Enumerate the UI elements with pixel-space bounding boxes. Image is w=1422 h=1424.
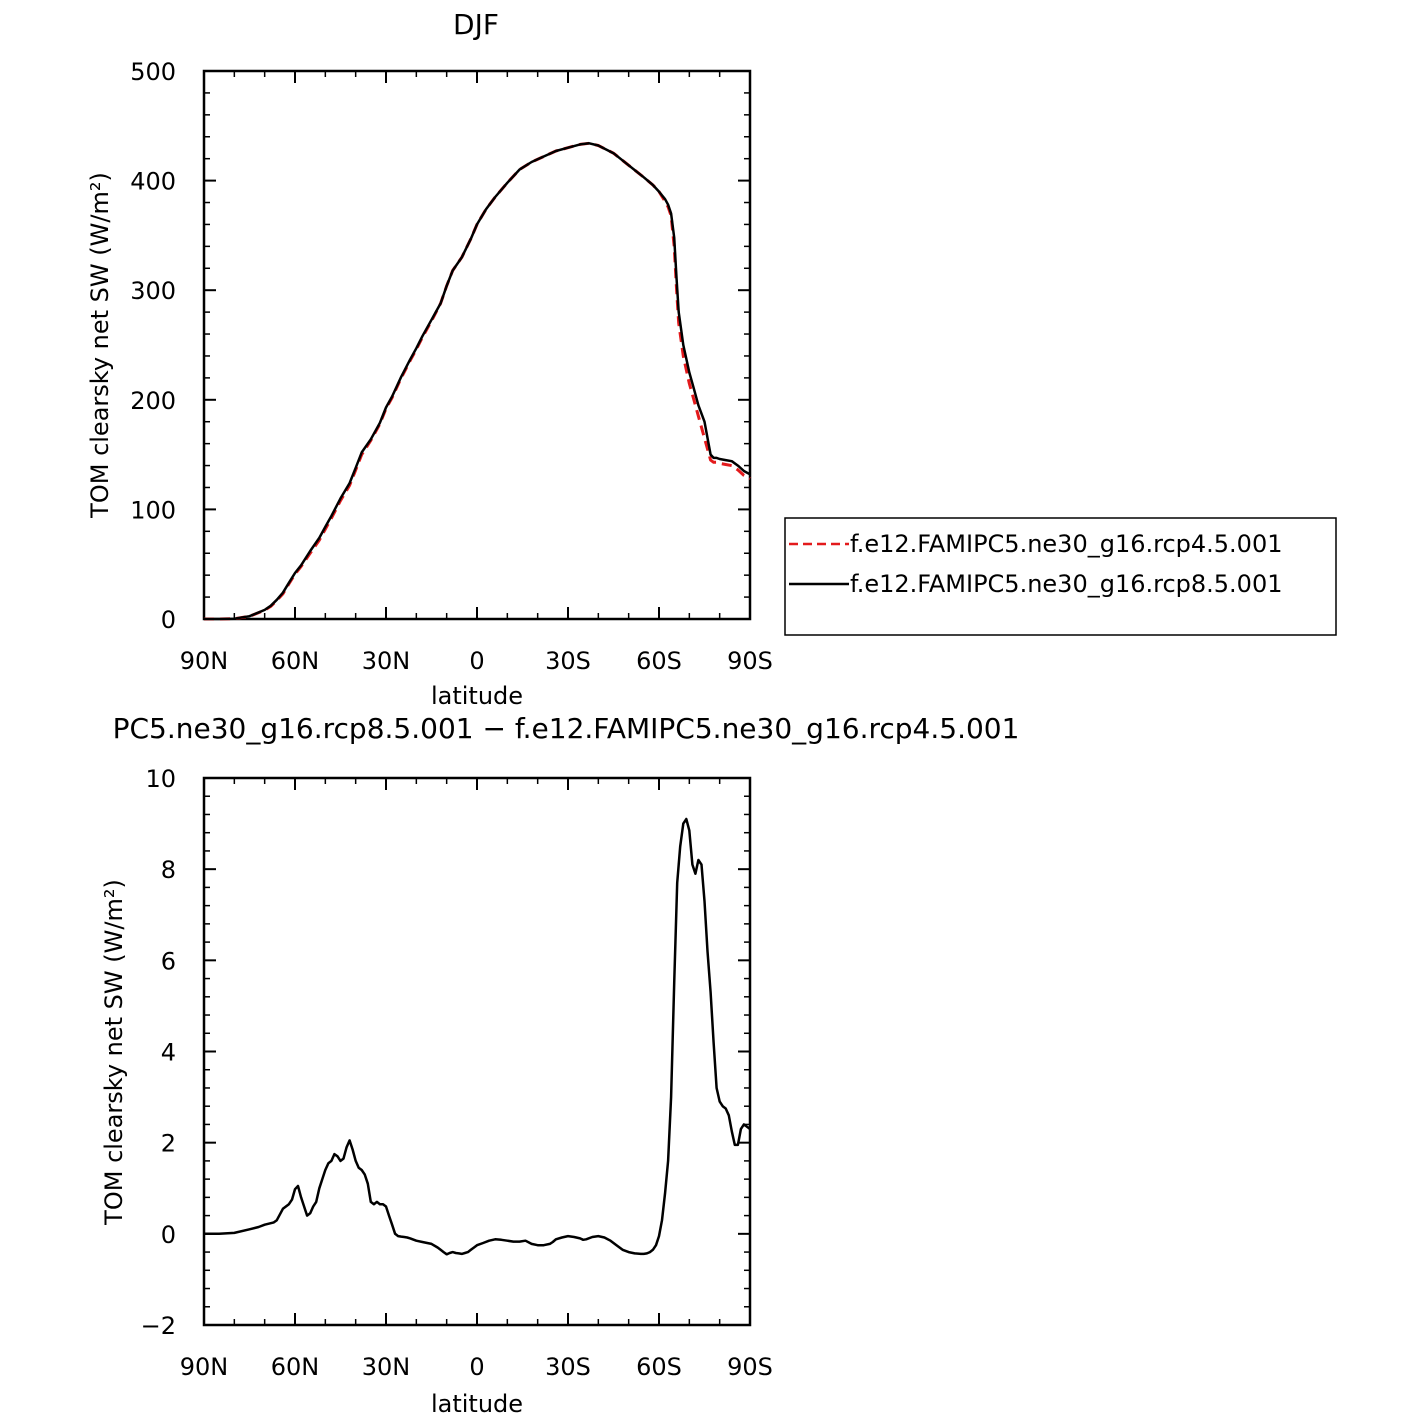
bottom-chart-xtick-label: 30N	[362, 1353, 411, 1381]
top-chart-ytick-label: 100	[130, 496, 176, 524]
bottom-chart-ytick-label: −2	[141, 1312, 176, 1340]
bottom-chart-xtick-label: 90S	[727, 1353, 773, 1381]
bottom-chart-title: PC5.ne30_g16.rcp8.5.001 − f.e12.FAMIPC5.…	[113, 712, 1020, 745]
top-chart-series	[204, 141, 751, 621]
bottom-chart: PC5.ne30_g16.rcp8.5.001 − f.e12.FAMIPC5.…	[100, 712, 1019, 1418]
top-chart-ytick-label: 400	[130, 168, 176, 196]
bottom-chart-ytick-label: 6	[161, 947, 176, 975]
top-chart-xtick-label: 90N	[180, 647, 229, 675]
top-chart: DJF 90N 60N 30N 0 30S 60S 90S0100200300400500 …	[86, 8, 1337, 710]
legend-label-rcp85: f.e12.FAMIPC5.ne30_g16.rcp8.5.001	[850, 570, 1283, 598]
bottom-chart-ytick-label: 10	[145, 765, 176, 793]
top-chart-ytick-label: 300	[130, 277, 176, 305]
top-chart-series-rcp45-line	[204, 141, 751, 621]
top-chart-title: DJF	[453, 8, 499, 41]
bottom-chart-ylabel: TOM clearsky net SW (W/m²)	[100, 879, 128, 1226]
top-chart-xtick-label: 90S	[727, 647, 773, 675]
top-chart-ticks: 90N 60N 30N 0 30S 60S 90S 0 100 200 300 400 500	[130, 58, 773, 675]
bottom-chart-series	[204, 817, 751, 1256]
top-chart-xtick-label: 60N	[271, 647, 320, 675]
bottom-chart-xtick-label: 60S	[636, 1353, 682, 1381]
top-chart-ytick-label: 200	[130, 387, 176, 415]
top-chart-xtick-label: 30S	[545, 647, 591, 675]
top-chart-legend: f.e12.FAMIPC5.ne30_g16.rcp4.5.001 f.e12.…	[784, 517, 1337, 636]
bottom-chart-ticks: 90N 60N 30N 0 30S 60S 90S −2 0 2 4 6 8 10	[141, 765, 773, 1381]
legend-label-rcp45: f.e12.FAMIPC5.ne30_g16.rcp4.5.001	[850, 530, 1283, 558]
top-chart-series-rcp85-line	[204, 142, 751, 621]
bottom-chart-ytick-label: 8	[161, 856, 176, 884]
bottom-chart-ytick-label: 0	[161, 1221, 176, 1249]
bottom-chart-xtick-label: 30S	[545, 1353, 591, 1381]
top-chart-ytick-label: 500	[130, 58, 176, 86]
bottom-chart-plot-frame	[202, 776, 752, 1327]
top-chart-xtick-label: 30N	[362, 647, 411, 675]
bottom-chart-xlabel: latitude	[431, 1390, 523, 1418]
legend-box	[784, 517, 1337, 636]
bottom-chart-xtick-label: 60N	[271, 1353, 320, 1381]
top-chart-xtick-label: 60S	[636, 647, 682, 675]
bottom-chart-ytick-label: 4	[161, 1039, 176, 1067]
bottom-chart-xtick-label: 90N	[180, 1353, 229, 1381]
top-chart-ylabel: TOM clearsky net SW (W/m²)	[86, 172, 114, 519]
bottom-chart-xtick-label: 0	[469, 1353, 484, 1381]
top-chart-xtick-label: 0	[469, 647, 484, 675]
bottom-chart-series-difference-line	[204, 817, 751, 1256]
top-chart-plot-frame	[202, 69, 752, 621]
top-chart-xlabel: latitude	[431, 682, 523, 710]
bottom-chart-ytick-label: 2	[161, 1130, 176, 1158]
top-chart-ytick-label: 0	[161, 606, 176, 634]
